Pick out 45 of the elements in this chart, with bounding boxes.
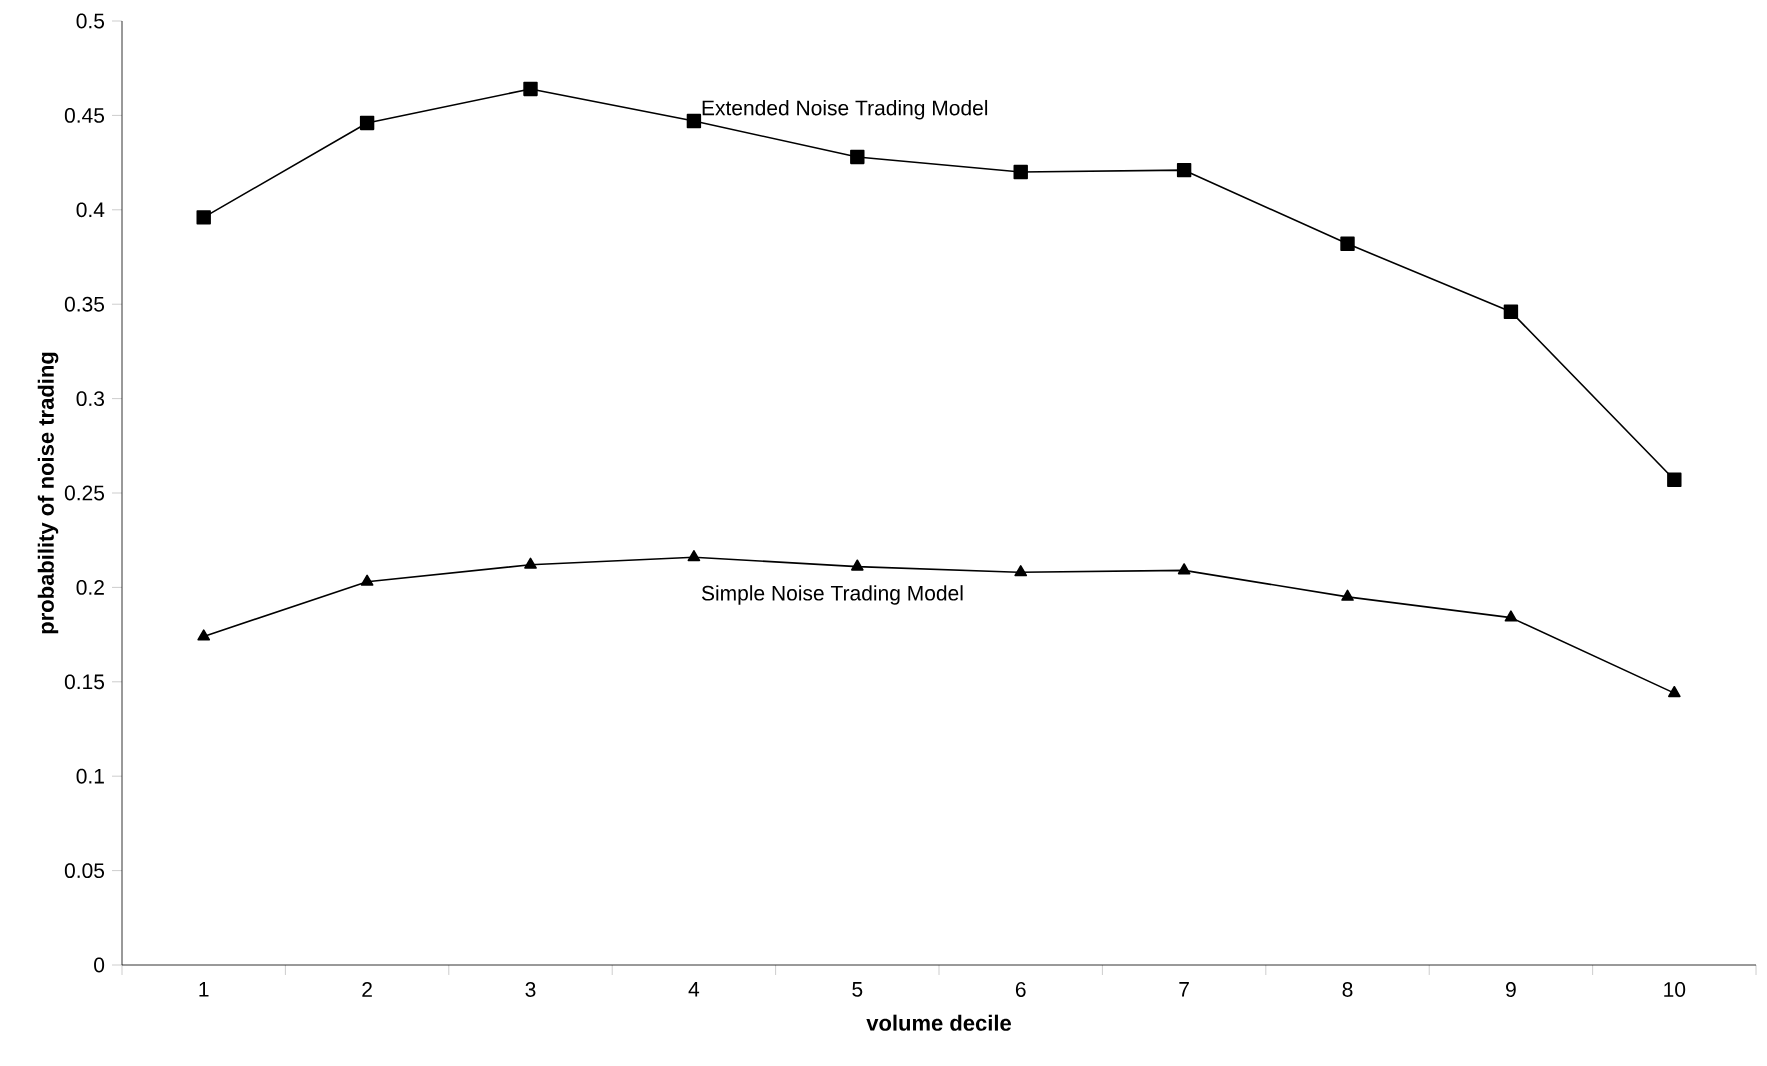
y-tick-label: 0.15 <box>64 674 105 690</box>
point <box>850 149 865 165</box>
point <box>1014 565 1028 577</box>
y-tick-label: 0.25 <box>64 485 105 501</box>
point <box>523 81 538 97</box>
y-tick-label: 0.4 <box>76 202 105 218</box>
point <box>197 629 211 641</box>
point <box>850 559 864 571</box>
point <box>1504 610 1518 622</box>
y-tick-label: 0.2 <box>76 579 104 595</box>
y-tick-label: 0.35 <box>64 296 105 312</box>
x-tick-label: 7 <box>1179 982 1189 997</box>
x-tick-label: 4 <box>688 982 700 997</box>
y-tick-label: 0.05 <box>64 863 105 879</box>
y-tick-label: 0.3 <box>76 391 105 407</box>
y-tick-label: 0.5 <box>76 13 105 29</box>
series-label: Simple Noise Trading Model <box>701 585 963 605</box>
x-tick-label: 8 <box>1342 982 1353 997</box>
x-tick-label: 1 <box>199 982 209 997</box>
x-tick-label: 3 <box>525 982 536 997</box>
point <box>1013 164 1028 180</box>
point <box>686 113 702 129</box>
point <box>1667 472 1682 487</box>
point <box>1667 685 1681 698</box>
point <box>1176 162 1192 178</box>
y-axis-title: probability of noise trading <box>37 352 59 634</box>
point <box>360 574 374 586</box>
x-tick-label: 6 <box>1015 982 1026 997</box>
x-tick-label: 2 <box>362 982 372 997</box>
x-tick-label: 10 <box>1664 982 1686 997</box>
point <box>1340 236 1355 251</box>
point <box>359 115 375 131</box>
y-tick-label: 0.45 <box>64 107 105 123</box>
y-tick-label: 0 <box>94 957 105 973</box>
point <box>524 557 537 569</box>
series-label: Extended Noise Trading Model <box>702 99 988 120</box>
y-tick-label: 0.1 <box>76 768 104 784</box>
point <box>1503 304 1519 319</box>
x-tick-label: 9 <box>1506 982 1516 997</box>
point <box>196 210 211 225</box>
point <box>687 549 701 562</box>
x-tick-label: 5 <box>852 982 863 997</box>
point <box>1177 563 1191 575</box>
x-axis-title: volume decile <box>866 1014 1011 1031</box>
point <box>1341 589 1354 601</box>
